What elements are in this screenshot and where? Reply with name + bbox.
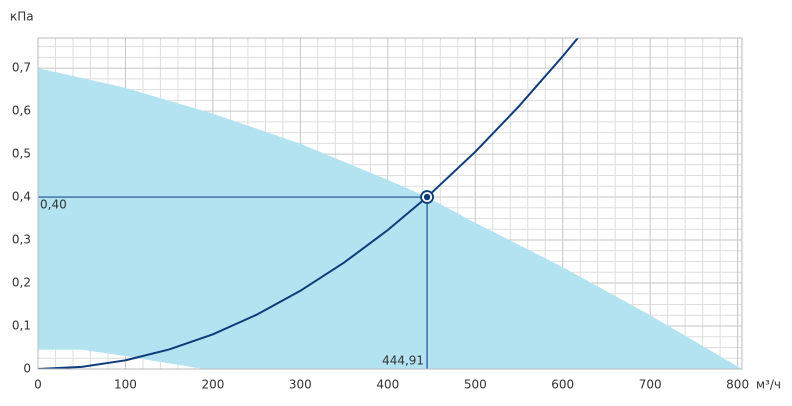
y-tick-label: 0,3	[12, 233, 31, 247]
x-tick-label: 500	[464, 378, 487, 392]
operating-point	[423, 193, 431, 201]
x-tick-label: 200	[201, 378, 224, 392]
y-tick-label: 0	[23, 362, 31, 376]
x-tick-label: 100	[114, 378, 137, 392]
y-axis-label: кПа	[10, 10, 34, 24]
x-tick-label: 300	[289, 378, 312, 392]
y-tick-label: 0,6	[12, 104, 31, 118]
x-tick-label: 600	[551, 378, 574, 392]
system-curve	[38, 38, 580, 369]
x-tick-label: 800	[726, 378, 749, 392]
y-tick-label: 0,4	[12, 190, 31, 204]
x-tick-label: 0	[34, 378, 42, 392]
x-tick-label: 700	[639, 378, 662, 392]
x-axis-label: м³/ч	[756, 378, 781, 392]
y-tick-label: 0,5	[12, 147, 31, 161]
operating-point-y-label: 0,40	[40, 198, 67, 212]
plot-frame	[37, 37, 743, 370]
operating-point-x-label: 444,91	[382, 354, 424, 368]
y-tick-label: 0,1	[12, 319, 31, 333]
y-tick-label: 0,2	[12, 276, 31, 290]
working-range-area	[38, 68, 742, 369]
x-tick-label: 400	[376, 378, 399, 392]
y-tick-label: 0,7	[12, 61, 31, 75]
